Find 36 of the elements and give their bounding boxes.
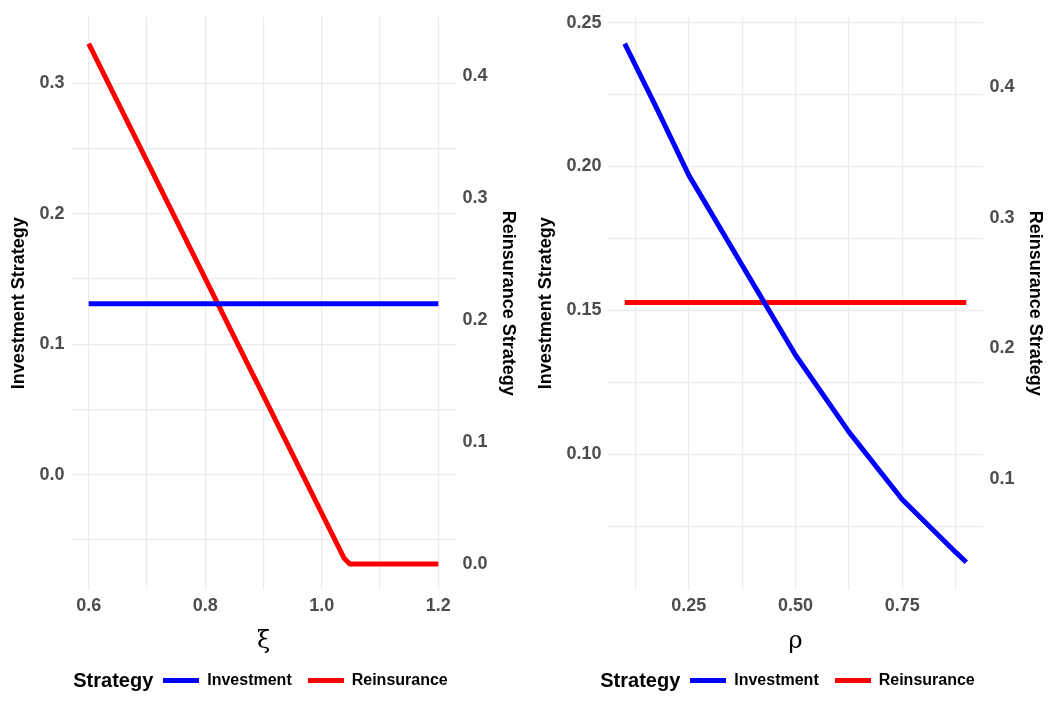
legend-label: Investment [734,671,819,689]
x-tick-label: 0.50 [777,595,814,616]
y-tick-label: 0.0 [39,463,65,484]
legend-label: Investment [207,671,292,689]
y-axis-title: Investment Strategy [534,217,555,390]
legend-title: Strategy [73,668,154,692]
x-tick-label: 0.8 [192,595,218,616]
legend-label: Reinsurance [351,671,448,689]
y-tick-label: 0.2 [39,202,65,223]
y-tick-label: 0.20 [566,155,602,176]
y2-tick-label: 0.0 [462,552,488,573]
x-tick-label: 0.6 [76,595,102,616]
y-axis-title: Investment Strategy [7,217,28,390]
legend-label: Reinsurance [878,671,975,689]
y-tick-label: 0.3 [39,72,65,93]
x-axis-title: ξ [256,625,271,654]
y-tick-label: 0.25 [566,11,602,32]
y-tick-label: 0.15 [566,299,602,320]
x-tick-label: 1.0 [309,595,335,616]
y-tick-label: 0.1 [39,333,65,354]
y2-tick-label: 0.1 [989,467,1015,488]
x-axis-title: ρ [788,625,803,654]
x-tick-label: 1.2 [425,595,451,616]
y2-tick-label: 0.2 [462,309,488,330]
legend-title: Strategy [600,668,681,692]
y2-tick-label: 0.3 [462,187,488,208]
y2-tick-label: 0.3 [989,206,1015,227]
y2-tick-label: 0.4 [462,65,488,86]
x-tick-label: 0.25 [671,595,707,616]
y2-axis-title: Reinsurance Strategy [1026,210,1047,396]
y-tick-label: 0.10 [566,443,602,464]
x-tick-label: 0.75 [884,595,920,616]
y2-axis-title: Reinsurance Strategy [499,210,520,396]
y2-tick-label: 0.4 [989,76,1015,97]
y2-tick-label: 0.2 [989,337,1015,358]
y2-tick-label: 0.1 [462,431,488,452]
